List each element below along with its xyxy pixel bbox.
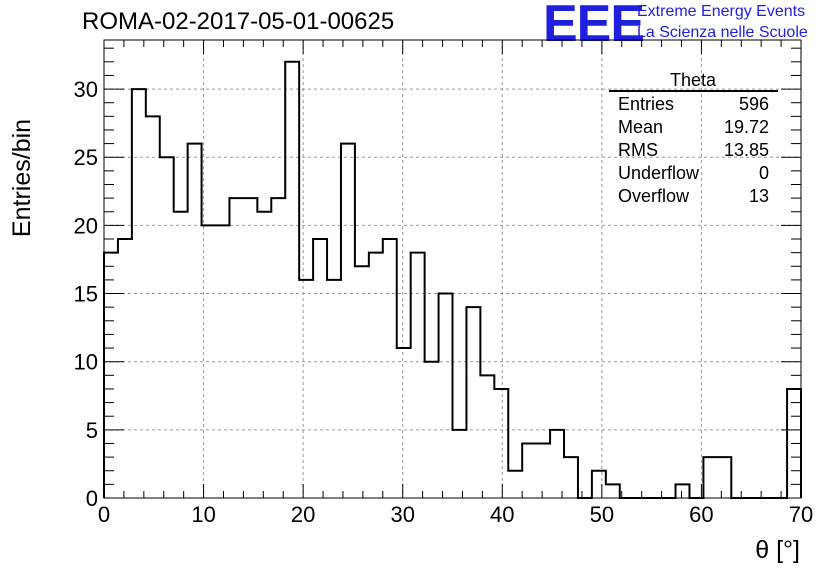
x-tick-label: 20 [291,502,315,527]
histogram-bin [271,198,285,498]
histogram-bin [341,144,355,498]
histogram-bin [146,116,160,498]
histogram-bin [216,225,230,498]
histogram-bin [243,198,257,498]
histogram-bin [592,471,606,498]
histogram-bin [787,389,801,498]
histogram-bin [160,157,174,498]
histogram-bin [132,89,146,498]
histogram-bin [494,389,508,498]
histogram-bin [285,62,299,498]
logo-line-1: Extreme Energy Events [637,3,806,20]
stats-row-value: 19.72 [724,117,769,137]
y-tick-label: 0 [86,486,98,511]
stats-rows: Entries 596 Mean 19.72 RMS 13.85 Underflow 0 Ove… [618,94,769,206]
stats-row-label: Underflow [618,163,700,183]
histogram-bin [564,457,578,498]
y-tick-label: 10 [74,350,98,375]
histogram-bin [536,443,550,498]
y-tick-label: 15 [74,282,98,307]
histogram-bin [355,266,369,498]
histogram-bin [188,144,202,498]
histogram-bin [550,430,564,498]
histogram-bin [369,253,383,498]
histogram-bin [717,457,731,498]
histogram-bin [229,198,243,498]
histogram-bin [383,239,397,498]
stats-row-value: 0 [759,163,769,183]
stats-row-value: 13.85 [724,140,769,160]
histogram-bin [425,362,439,498]
y-tick-label: 5 [86,418,98,443]
stats-row-value: 596 [739,94,769,114]
y-tick-label: 25 [74,145,98,170]
x-tick-label: 50 [590,502,614,527]
tick-labels: 0 10 20 30 40 50 60 70 0 5 10 15 20 25 30 [74,77,814,527]
histogram-bins [104,62,801,498]
run-title: ROMA-02-2017-05-01-00625 [82,8,395,35]
histogram-bin [299,280,313,498]
histogram-bin [257,212,271,498]
histogram-outline [103,60,802,499]
histogram-bin [466,307,480,498]
stats-row-label: RMS [618,140,658,160]
histogram-bin [439,294,453,498]
histogram-bin [327,280,341,498]
histogram-bin [453,430,467,498]
histogram-bin [313,239,327,498]
x-tick-label: 10 [191,502,215,527]
eee-logo: EEE [543,0,645,53]
y-tick-label: 20 [74,213,98,238]
stats-box: Theta Entries 596 Mean 19.72 RMS 13.85 Underfl… [609,70,778,206]
histogram-bin [411,253,425,498]
stats-row-label: Mean [618,117,663,137]
y-tick-label: 30 [74,77,98,102]
stats-row-label: Entries [618,94,674,114]
x-tick-label: 0 [98,502,110,527]
histogram-bin [508,471,522,498]
logo-line-2: La Scienza nelle Scuole [637,24,808,41]
axis-ticks [103,40,802,499]
x-tick-label: 70 [789,502,813,527]
histogram-bin [202,225,216,498]
histogram-bin [118,239,132,498]
stats-title: Theta [670,70,717,90]
histogram-bin [397,348,411,498]
histogram-bin [104,253,118,498]
stats-row-value: 13 [749,186,769,206]
x-tick-label: 30 [390,502,414,527]
histogram-bin [606,484,620,498]
histogram-bin [522,443,536,498]
y-axis-label: Entries/bin [8,119,36,237]
histogram-bin [174,212,188,498]
x-tick-label: 60 [689,502,713,527]
stats-row-label: Overflow [618,186,690,206]
histogram-bin [676,484,690,498]
x-tick-label: 40 [490,502,514,527]
histogram-bin [703,457,717,498]
histogram-bin [480,375,494,498]
x-axis-label: θ [°] [755,536,800,564]
